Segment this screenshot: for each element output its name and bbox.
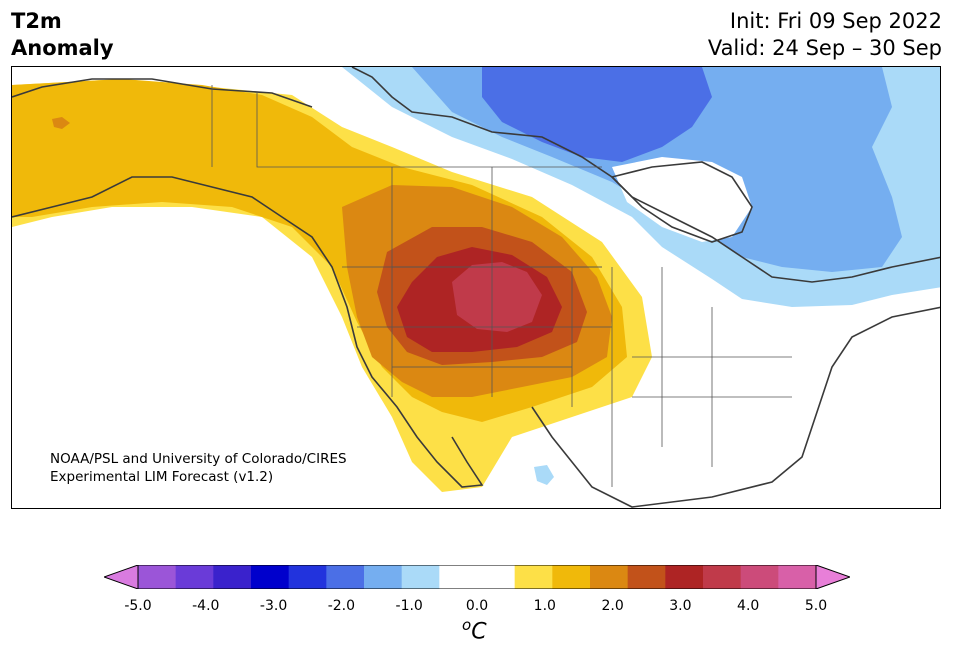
colorbar-cell	[740, 565, 779, 589]
colorbar-cell	[627, 565, 666, 589]
colorbar-outline	[137, 565, 817, 589]
colorbar-tick-label: 1.0	[533, 598, 556, 614]
data-credit: NOAA/PSL and University of Colorado/CIRE…	[50, 450, 347, 486]
colorbar-tick-label: -4.0	[192, 598, 220, 614]
warm-anomaly-30	[452, 262, 542, 332]
map-title: T2m Anomaly	[11, 8, 114, 62]
init-date: Init: Fri 09 Sep 2022	[729, 9, 942, 33]
colorbar-cell	[778, 565, 817, 589]
unit-degree: o	[462, 616, 472, 634]
colorbar-cell	[552, 565, 591, 589]
colorbar-tick-label: -2.0	[327, 598, 356, 614]
colorbar-cell	[138, 565, 177, 589]
forecast-dates: Init: Fri 09 Sep 2022 Valid: 24 Sep – 30…	[708, 8, 942, 62]
colorbar-cell	[364, 565, 403, 589]
colorbar-tick-label: 4.0	[737, 598, 760, 614]
colorbar-cell	[514, 565, 553, 589]
colorbar-tick-label: 2.0	[601, 598, 624, 614]
colorbar	[104, 565, 850, 589]
credit-line-2: Experimental LIM Forecast (v1.2)	[50, 469, 274, 485]
colorbar-tick-label: 3.0	[669, 598, 692, 614]
valid-range: Valid: 24 Sep – 30 Sep	[707, 36, 942, 60]
colorbar-cell	[213, 565, 252, 589]
title-line-2: Anomaly	[11, 36, 114, 60]
land-white-east	[612, 157, 752, 242]
colorbar-tick-label: -5.0	[124, 598, 152, 614]
colorbar-ticks: -5.0 -4.0 -3.0 -2.0 -1.0 0.0 1.0 2.0 3.0 4.0 5.0	[0, 598, 953, 618]
colorbar-cell	[251, 565, 290, 589]
title-line-1: T2m	[11, 9, 62, 33]
colorbar-cell	[590, 565, 629, 589]
colorbar-cell	[326, 565, 365, 589]
colorbar-cell	[175, 565, 214, 589]
colorbar-cell	[439, 565, 478, 589]
colorbar-cell	[703, 565, 742, 589]
political-borders	[211, 85, 792, 487]
warm-anomaly-alaska-15	[52, 117, 70, 129]
colorbar-high-extend	[815, 565, 850, 589]
map-svg	[12, 67, 940, 508]
unit-letter: C	[471, 619, 487, 645]
cold-anomaly-dark	[482, 67, 712, 162]
colorbar-tick-label: -1.0	[395, 598, 423, 614]
colorbar-cell	[401, 565, 440, 589]
colorbar-cell	[665, 565, 704, 589]
cold-spot-gulf	[534, 465, 554, 485]
anomaly-map: NOAA/PSL and University of Colorado/CIRE…	[11, 66, 941, 509]
colorbar-tick-label: -3.0	[259, 598, 288, 614]
colorbar-unit: oC	[462, 616, 487, 644]
coastlines	[12, 67, 940, 508]
colorbar-cell	[477, 565, 516, 589]
credit-line-1: NOAA/PSL and University of Colorado/CIRE…	[50, 451, 347, 467]
colorbar-low-extend	[104, 565, 139, 589]
colorbar-tick-label: 5.0	[804, 598, 828, 614]
colorbar-tick-label: 0.0	[465, 598, 489, 614]
colorbar-cell	[288, 565, 327, 589]
